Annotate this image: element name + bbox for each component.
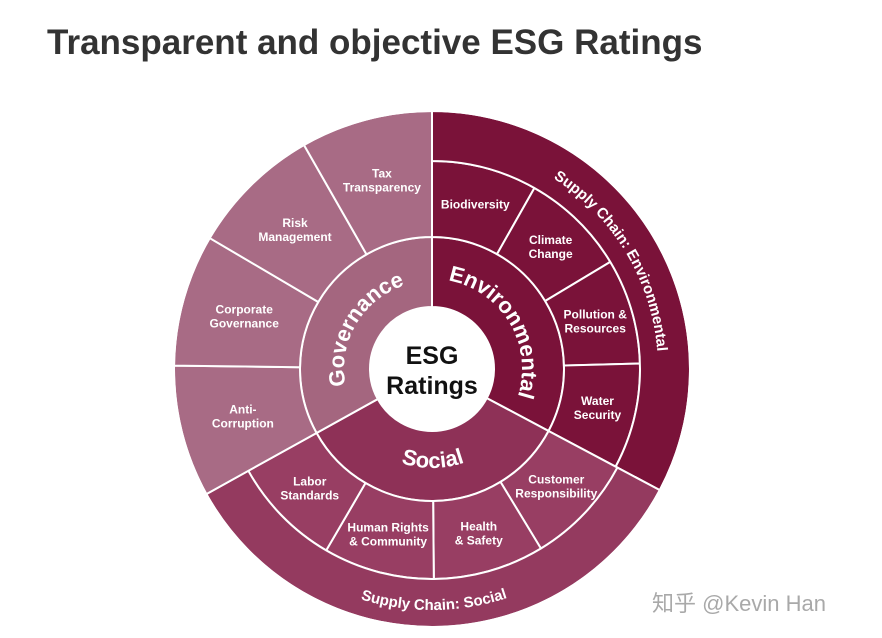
issue-line: Tax	[372, 167, 392, 181]
issue-line: Governance	[210, 316, 280, 330]
issue-line: Anti-	[229, 403, 256, 417]
issue-line: Transparency	[343, 181, 421, 195]
wheel: Biodiversity Climate Change Pollution & Reso…	[173, 109, 691, 628]
outer-ring	[173, 110, 691, 628]
center-label: ESG Ratings	[386, 342, 478, 400]
issue-label: Anti-Corruption	[212, 403, 274, 431]
issue-line: Corporate	[216, 302, 274, 316]
issue-line: Corruption	[212, 417, 274, 431]
pillar-name: Social	[400, 443, 467, 473]
issue-line: & Community	[349, 534, 427, 548]
pillar-label: Social	[400, 443, 467, 473]
issue-line: Human Rights	[347, 520, 429, 534]
issue-label: Climate Change	[529, 233, 573, 261]
issue-line: Water	[581, 394, 614, 408]
issue-label: Corporate Governance	[210, 302, 280, 330]
issue-label: Pollution & Resources	[564, 307, 628, 335]
center-line: ESG	[406, 342, 459, 370]
watermark: 知乎 @Kevin Han	[652, 591, 826, 616]
issue-label: Risk Management	[258, 216, 331, 244]
issue-line: Customer	[528, 472, 584, 486]
issue-line: Labor	[293, 475, 327, 489]
issue-label: Biodiversity	[441, 198, 510, 212]
issue-label: Human Rights & Community	[347, 520, 429, 548]
issue-label: Water Security	[574, 394, 622, 422]
issue-line: Resources	[565, 321, 627, 335]
issue-line: Pollution &	[564, 307, 628, 321]
center-circle	[370, 307, 494, 431]
issue-line: Risk	[282, 216, 308, 230]
issue-line: Management	[258, 230, 331, 244]
issue-label: Tax Transparency	[343, 167, 421, 195]
issue-line: Change	[529, 247, 573, 261]
center-line: Ratings	[386, 372, 478, 400]
issue-label: Labor Standards	[280, 475, 339, 503]
issue-line: & Safety	[455, 533, 503, 547]
title: Transparent and objective ESG Ratings	[47, 23, 702, 62]
issue-line: Standards	[280, 489, 339, 503]
issue-line: Climate	[529, 233, 573, 247]
issue-label: Health & Safety	[455, 519, 503, 547]
issue-line: Responsibility	[515, 486, 597, 500]
issue-line: Security	[574, 408, 622, 422]
issue-label: Customer Responsibility	[515, 472, 597, 500]
issue-line: Health	[460, 519, 497, 533]
issue-line: Biodiversity	[441, 198, 510, 212]
